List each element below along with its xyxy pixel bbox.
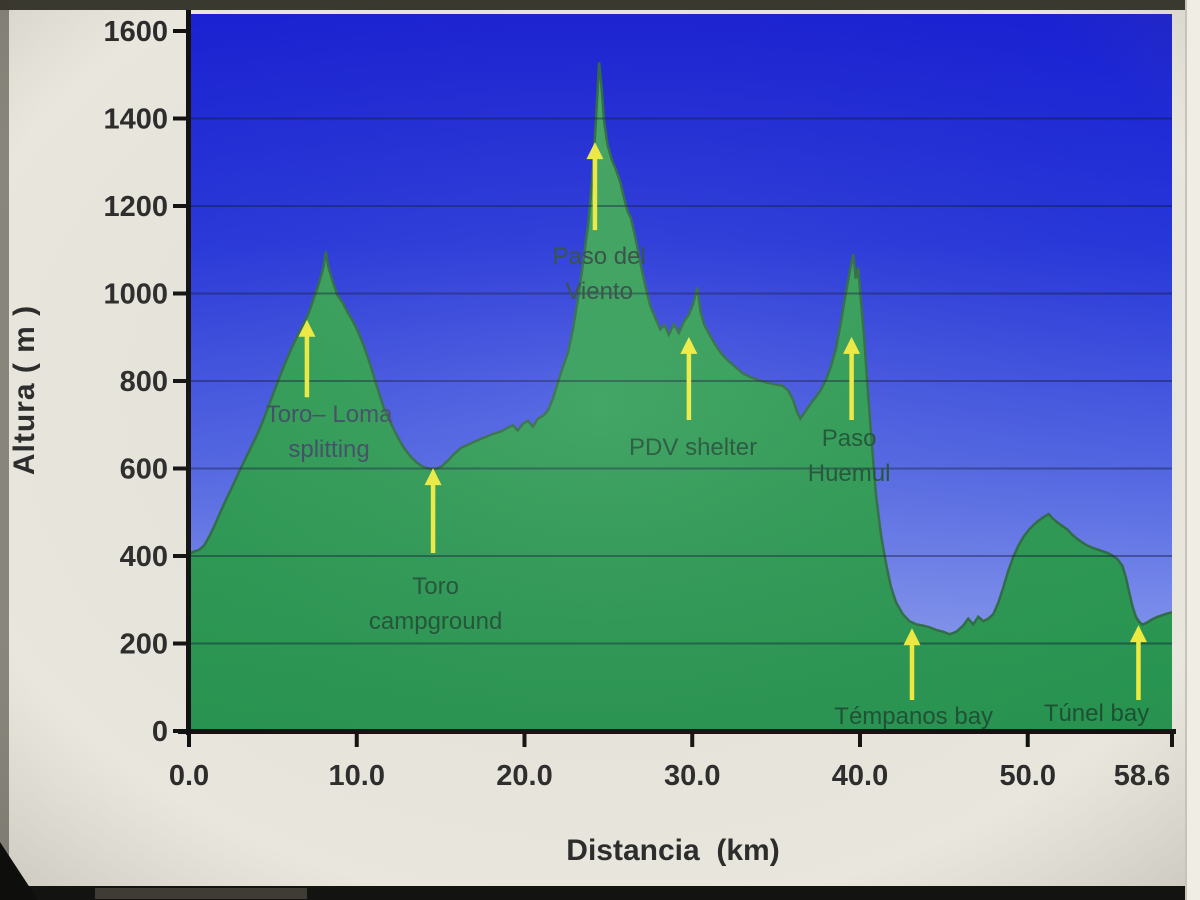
annotation-label-tunel-bay: Túnel bay [1044, 700, 1149, 727]
y-tick-label-800: 800 [120, 366, 168, 398]
screen-edge-line [1185, 0, 1187, 900]
y-tick-label-1600: 1600 [103, 16, 168, 48]
x-tick-label-40.0: 40.0 [832, 760, 888, 792]
y-tick-1600 [173, 29, 186, 33]
x-tick-30.0 [690, 734, 695, 747]
svg-text:Viento: Viento [565, 278, 633, 305]
x-axis-title: Distancia (km) [566, 834, 779, 867]
y-axis-line [186, 10, 191, 735]
annotation-label-tempanos-bay: Témpanos bay [834, 703, 993, 730]
y-tick-label-600: 600 [120, 454, 168, 486]
svg-text:campground: campground [369, 608, 502, 635]
y-tick-label-1400: 1400 [103, 104, 168, 136]
y-tick-800 [173, 379, 186, 383]
x-tick-label-20.0: 20.0 [496, 760, 552, 792]
svg-text:Témpanos bay: Témpanos bay [834, 703, 993, 730]
x-tick-label-58.6: 58.6 [1114, 760, 1170, 792]
x-tick-label-50.0: 50.0 [1000, 760, 1056, 792]
svg-text:splitting: splitting [288, 436, 369, 463]
x-tick-label-10.0: 10.0 [329, 760, 385, 792]
y-tick-200 [173, 641, 186, 646]
x-tick-20.0 [522, 734, 527, 747]
x-tick-label-0.0: 0.0 [169, 760, 209, 792]
screen-bezel-right [1186, 0, 1200, 900]
screen-bezel-left [0, 0, 9, 900]
y-axis-title: Altura ( m ) [8, 305, 41, 475]
x-tick-50.0 [1025, 734, 1030, 747]
svg-text:Huemul: Huemul [808, 460, 891, 487]
svg-text:Paso del: Paso del [552, 243, 645, 270]
x-axis-line [178, 729, 1176, 734]
screen-bezel-top [0, 0, 1200, 10]
svg-text:Toro– Loma: Toro– Loma [266, 401, 393, 428]
y-tick-label-1000: 1000 [103, 279, 168, 311]
annotation-label-pdv-shelter: PDV shelter [629, 434, 757, 461]
y-tick-label-1200: 1200 [103, 191, 168, 223]
y-tick-1000 [173, 291, 186, 296]
y-tick-1400 [173, 116, 186, 121]
y-tick-600 [173, 466, 186, 471]
y-tick-0 [173, 729, 186, 733]
y-tick-label-400: 400 [120, 541, 168, 573]
y-tick-label-200: 200 [120, 629, 168, 661]
svg-text:Túnel bay: Túnel bay [1044, 700, 1149, 727]
x-tick-10.0 [354, 734, 359, 747]
y-tick-400 [173, 554, 186, 558]
svg-text:Toro: Toro [412, 573, 459, 600]
x-tick-58.6 [1170, 734, 1174, 747]
screen-bezel-bottom-inset [95, 888, 307, 899]
x-tick-label-30.0: 30.0 [664, 760, 720, 792]
y-tick-1200 [173, 204, 186, 208]
x-tick-40.0 [857, 734, 862, 747]
svg-text:PDV shelter: PDV shelter [629, 434, 757, 461]
svg-text:Paso: Paso [822, 425, 877, 452]
y-tick-label-0: 0 [152, 716, 168, 748]
screen-bezel-corner [0, 842, 38, 900]
x-tick-0.0 [187, 734, 191, 747]
